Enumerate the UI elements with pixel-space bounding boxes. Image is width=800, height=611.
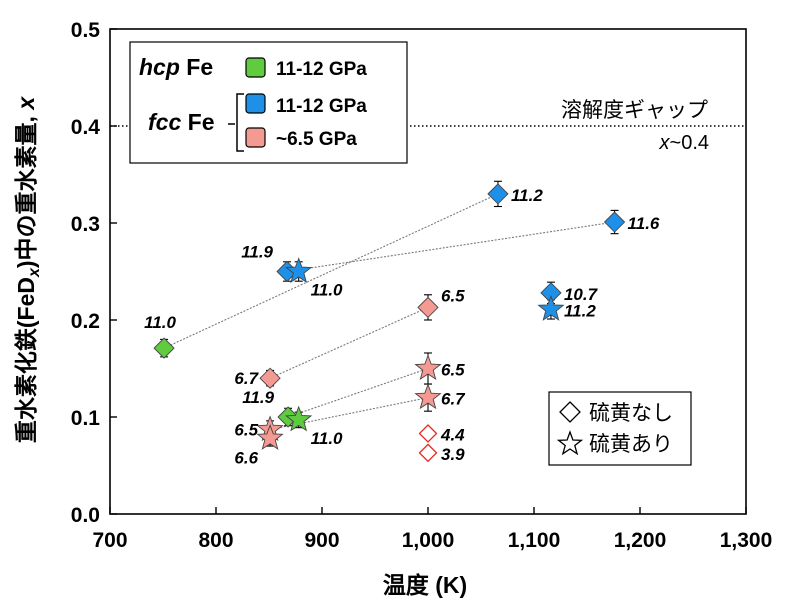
legend-fcc-rest: Fe xyxy=(181,109,214,135)
y-tick-label-5: 0.5 xyxy=(71,19,101,42)
x-tick-label-5: 1,200 xyxy=(614,529,667,552)
legend-fcc-bracket xyxy=(236,93,244,152)
point-label-11: 6.5 xyxy=(441,361,465,380)
legend-star-icon xyxy=(556,430,584,456)
point-label-10: 6.7 xyxy=(234,369,259,388)
markers-layer xyxy=(153,183,626,463)
tie-lines-layer xyxy=(163,193,615,431)
point-label-2: 11.0 xyxy=(311,429,343,448)
legend-hcp-italic: hcp xyxy=(139,54,180,80)
legend-entry-fcc-high: 11-12 GPa xyxy=(276,96,367,117)
x-tick-label-2: 900 xyxy=(304,529,339,552)
star-marker-14 xyxy=(256,424,284,450)
gap-line-sublabel-rest: ~0.4 xyxy=(670,132,709,154)
x-tick-label-1: 800 xyxy=(198,529,233,552)
point-label-4: 11.0 xyxy=(311,281,343,300)
y-axis-title-tail: )中の重水素量, xyxy=(13,110,39,268)
point-label-8: 11.2 xyxy=(564,301,596,320)
legend-hcp-label: hcp Fe xyxy=(139,54,213,80)
diamond-marker-0 xyxy=(153,337,175,359)
legend-swatch-green xyxy=(245,57,266,78)
legend-hcp-rest: Fe xyxy=(180,54,213,80)
diamond-marker-16 xyxy=(418,443,438,463)
legend-entry-hcp: 11-12 GPa xyxy=(276,59,367,80)
x-tick-label-4: 1,100 xyxy=(508,529,561,552)
point-label-7: 10.7 xyxy=(564,285,599,304)
point-label-9: 6.5 xyxy=(441,286,465,305)
diamond-marker-5 xyxy=(487,183,509,205)
point-label-6: 11.6 xyxy=(628,214,660,233)
point-labels-layer: 11.011.911.011.911.011.211.610.711.26.56… xyxy=(144,186,660,467)
y-axis-title-var: x xyxy=(13,96,39,112)
legend-diamond-label: 硫黄なし xyxy=(589,402,673,425)
phase-legend-frame xyxy=(129,41,408,164)
diamond-marker-15 xyxy=(418,424,438,443)
point-label-3: 11.9 xyxy=(241,243,273,262)
legend-swatch-pink xyxy=(245,127,266,148)
star-marker-11 xyxy=(414,354,442,381)
shape-legend: 硫黄なし 硫黄あり xyxy=(548,391,692,466)
x-tick-label-6: 1,300 xyxy=(720,529,773,552)
tie-line-4 xyxy=(269,397,429,431)
point-label-12: 6.7 xyxy=(441,390,466,409)
tie-line-0 xyxy=(163,193,499,349)
legend-fcc-label: fcc Fe xyxy=(148,109,214,135)
tie-line-3 xyxy=(287,367,429,418)
legend-swatch-blue xyxy=(245,93,266,114)
legend-diamond-icon xyxy=(559,401,581,423)
star-marker-8 xyxy=(537,295,565,321)
legend-entry-fcc-low: ~6.5 GPa xyxy=(276,129,357,150)
y-axis-title-main: 重水素化鉄(FeD xyxy=(13,277,39,443)
y-tick-label-4: 0.4 xyxy=(71,116,101,139)
point-label-5: 11.2 xyxy=(511,186,543,205)
legend-fcc-italic: fcc xyxy=(148,109,181,135)
gap-line-sublabel-var: x xyxy=(659,132,671,154)
point-label-14: 6.6 xyxy=(234,448,258,467)
star-marker-4 xyxy=(285,257,313,284)
diamond-marker-10 xyxy=(259,367,281,389)
tie-line-1 xyxy=(286,221,615,273)
axes-layer: 700 800 900 1,000 1,100 1,200 1,300 0.0 0.1 0.2 0.… xyxy=(71,19,772,552)
tie-line-2 xyxy=(269,306,429,379)
y-tick-label-1: 0.1 xyxy=(71,407,101,430)
gap-line-sublabel: x~0.4 xyxy=(659,132,709,154)
star-marker-2 xyxy=(285,405,313,432)
point-label-15: 4.4 xyxy=(440,425,465,444)
diamond-marker-9 xyxy=(417,296,439,319)
y-tick-label-0: 0.0 xyxy=(71,504,100,527)
point-label-1: 11.9 xyxy=(242,388,274,407)
phase-legend: hcp Fe 11-12 GPa fcc Fe 11-12 GPa ~6.5 G… xyxy=(129,41,408,164)
x-tick-label-3: 1,000 xyxy=(402,529,455,552)
shape-legend-frame xyxy=(548,391,692,466)
x-axis-title: 温度 (K) xyxy=(383,572,467,598)
gap-line-label: 溶解度ギャップ xyxy=(561,99,708,122)
diamond-marker-6 xyxy=(603,211,626,233)
star-marker-12 xyxy=(414,383,442,410)
point-label-13: 6.5 xyxy=(234,421,258,440)
y-axis-title: 重水素化鉄(FeDx)中の重水素量, x xyxy=(13,96,43,443)
legend-star-label: 硫黄あり xyxy=(589,433,673,456)
point-label-0: 11.0 xyxy=(144,313,176,332)
point-label-16: 3.9 xyxy=(441,445,465,464)
y-tick-label-2: 0.2 xyxy=(71,310,100,333)
x-tick-label-0: 700 xyxy=(92,529,127,552)
y-tick-label-3: 0.3 xyxy=(71,213,100,236)
y-axis-title-sub: x xyxy=(26,267,43,278)
